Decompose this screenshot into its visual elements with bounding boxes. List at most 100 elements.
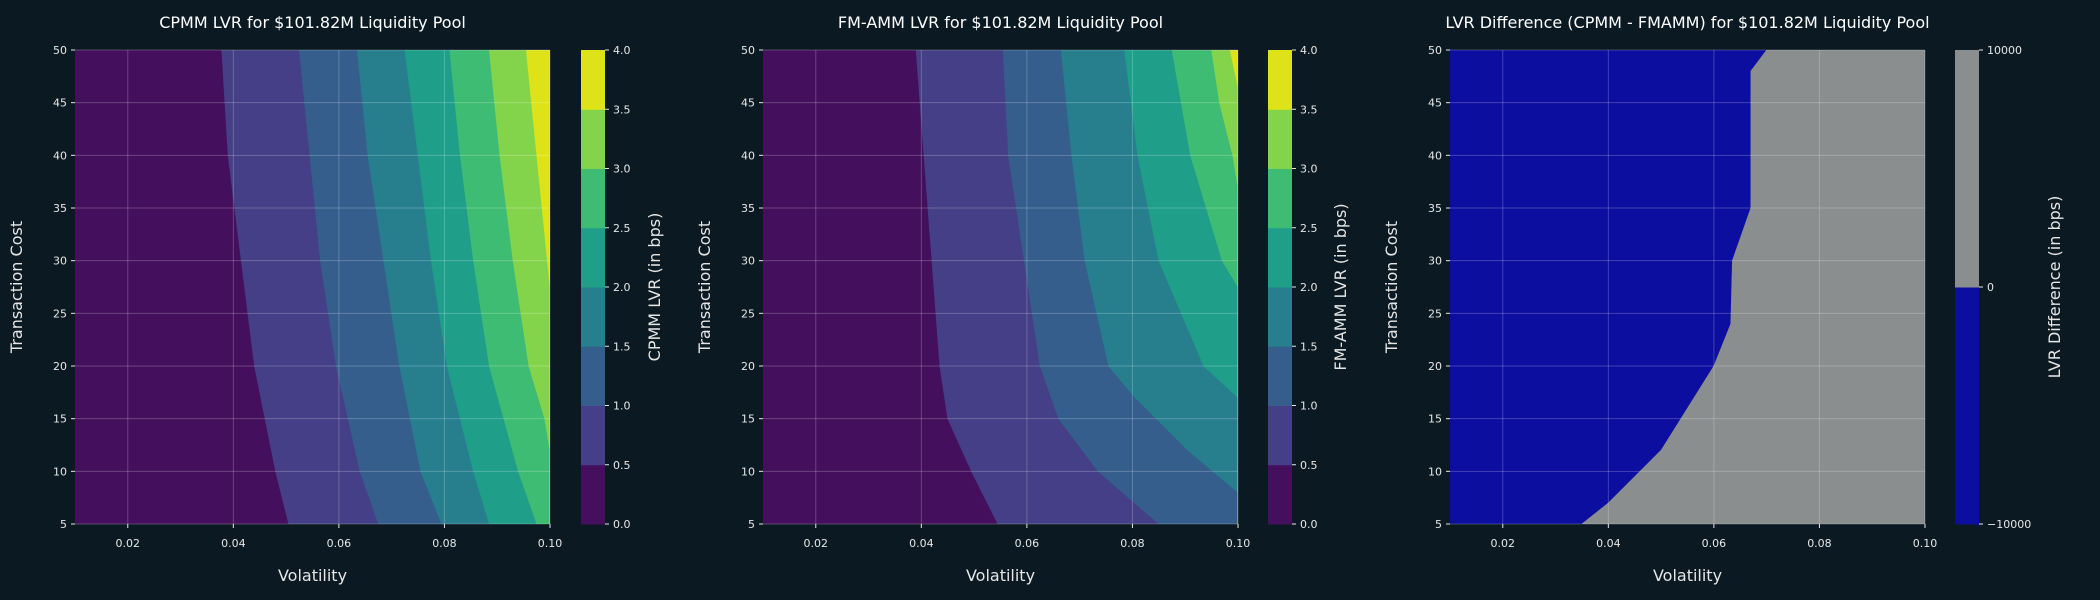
colorbar-segment (581, 464, 605, 525)
y-tick-label: 10 (53, 465, 67, 478)
colorbar-tick-label: 2.5 (613, 222, 631, 235)
contour-bands (1450, 50, 1925, 524)
y-tick-label: 40 (53, 149, 67, 162)
x-axis-label: Volatility (1653, 566, 1722, 585)
y-axis-label: Transaction Cost (7, 221, 26, 354)
colorbar-tick-label: 10000 (1987, 44, 2022, 57)
colorbar-tick-label: 3.5 (1300, 103, 1318, 116)
colorbar-tick-label: 1.5 (613, 340, 631, 353)
colorbar-tick-label: 3.5 (613, 103, 631, 116)
colorbar-tick-label: 2.5 (1300, 222, 1318, 235)
colorbar-segment (581, 50, 605, 110)
chart-panel-2: 0.02 0.04 0.06 0.08 0.10 5 10 15 20 25 30 35 40 45 50 F… (695, 13, 1350, 585)
y-axis-label: Transaction Cost (1382, 221, 1401, 354)
contour-band-5 (1171, 50, 1238, 524)
x-tick-label: 0.04 (221, 537, 246, 550)
x-tick-label: 0.06 (1015, 537, 1040, 550)
x-tick-label: 0.02 (1491, 537, 1516, 550)
x-tick-label: 0.10 (538, 537, 563, 550)
colorbar-label: FM-AMM LVR (in bps) (1331, 203, 1350, 370)
y-tick-label: 30 (53, 255, 67, 268)
x-tick-label: 0.08 (432, 537, 457, 550)
colorbar-segment (581, 227, 605, 288)
chart-title: FM-AMM LVR for $101.82M Liquidity Pool (838, 13, 1163, 32)
y-tick-label: 30 (741, 255, 755, 268)
chart-title: CPMM LVR for $101.82M Liquidity Pool (159, 13, 466, 32)
colorbar-tick-label: 4.0 (1300, 44, 1318, 57)
y-tick-label: 25 (53, 307, 67, 320)
contour-band-1 (1581, 50, 1925, 524)
y-tick-label: 10 (1428, 465, 1442, 478)
colorbar-tick-label: −10000 (1987, 518, 2031, 531)
colorbar-segment (1268, 464, 1292, 525)
colorbar: 0.0 0.5 1.0 1.5 2.0 2.5 3.0 3.5 4.0 CPMM LVR (in … (581, 44, 664, 531)
y-tick-label: 50 (53, 44, 67, 57)
x-tick-label: 0.08 (1120, 537, 1145, 550)
x-tick-label: 0.10 (1913, 537, 1938, 550)
y-tick-label: 40 (741, 149, 755, 162)
y-tick-label: 20 (53, 360, 67, 373)
x-tick-label: 0.10 (1226, 537, 1251, 550)
y-tick-label: 10 (741, 465, 755, 478)
x-tick-label: 0.08 (1807, 537, 1832, 550)
y-tick-label: 45 (741, 97, 755, 110)
y-axis-label: Transaction Cost (695, 221, 714, 354)
x-tick-label: 0.02 (804, 537, 829, 550)
y-tick-label: 45 (53, 97, 67, 110)
colorbar-tick-label: 0.5 (1300, 459, 1318, 472)
x-tick-label: 0.02 (116, 537, 141, 550)
colorbar-segment (581, 109, 605, 169)
y-tick-label: 40 (1428, 149, 1442, 162)
colorbar-tick-label: 1.5 (1300, 340, 1318, 353)
colorbar-segment (1268, 109, 1292, 169)
x-axis-label: Volatility (966, 566, 1035, 585)
y-tick-label: 45 (1428, 97, 1442, 110)
colorbar-segment (581, 168, 605, 229)
y-tick-label: 30 (1428, 255, 1442, 268)
x-tick-label: 0.06 (1702, 537, 1727, 550)
y-tick-label: 5 (1435, 518, 1442, 531)
colorbar-segment (1268, 405, 1292, 466)
y-tick-label: 35 (53, 202, 67, 215)
colorbar-segment (1268, 227, 1292, 288)
x-tick-label: 0.06 (327, 537, 352, 550)
colorbar-tick-label: 3.0 (1300, 163, 1318, 176)
x-axis-label: Volatility (278, 566, 347, 585)
colorbar-tick-label: 3.0 (613, 163, 631, 176)
x-tick-label: 0.04 (1596, 537, 1621, 550)
colorbar-label: CPMM LVR (in bps) (645, 213, 664, 362)
chart-panel-3: 0.02 0.04 0.06 0.08 0.105101520253035404550L… (1382, 13, 2064, 585)
colorbar: 0.0 0.5 1.0 1.5 2.0 2.5 3.0 3.5 4.0 FM-AMM LVR (i… (1268, 44, 1350, 531)
y-tick-label: 5 (748, 518, 755, 531)
colorbar-segment (1955, 50, 1979, 288)
y-tick-label: 50 (1428, 44, 1442, 57)
colorbar-segment (581, 405, 605, 466)
y-tick-label: 15 (1428, 413, 1442, 426)
colorbar-tick-label: 2.0 (613, 281, 631, 294)
grid (75, 49, 551, 525)
colorbar-segment (581, 346, 605, 406)
colorbar-segment (1955, 287, 1979, 525)
contour-band-6 (489, 50, 550, 524)
colorbar-segment (581, 287, 605, 347)
colorbar-label: LVR Difference (in bps) (2045, 196, 2064, 379)
y-tick-label: 5 (60, 518, 67, 531)
grid (763, 49, 1239, 525)
colorbar-segment (1268, 287, 1292, 347)
y-tick-label: 35 (741, 202, 755, 215)
colorbar: −10000 0 10000 LVR Difference (in bps) (1955, 44, 2064, 531)
grid (1450, 49, 1926, 525)
y-tick-label: 25 (1428, 307, 1442, 320)
colorbar-tick-label: 0.0 (1300, 518, 1318, 531)
y-tick-label: 20 (741, 360, 755, 373)
colorbar-tick-label: 4.0 (613, 44, 631, 57)
y-tick-label: 15 (741, 413, 755, 426)
colorbar-segment (1268, 168, 1292, 229)
contour-band-7 (525, 50, 550, 524)
x-tick-label: 0.04 (909, 537, 934, 550)
colorbar-tick-label: 2.0 (1300, 281, 1318, 294)
y-tick-label: 50 (741, 44, 755, 57)
colorbar-tick-label: 1.0 (613, 400, 631, 413)
colorbar-tick-label: 0.0 (613, 518, 631, 531)
